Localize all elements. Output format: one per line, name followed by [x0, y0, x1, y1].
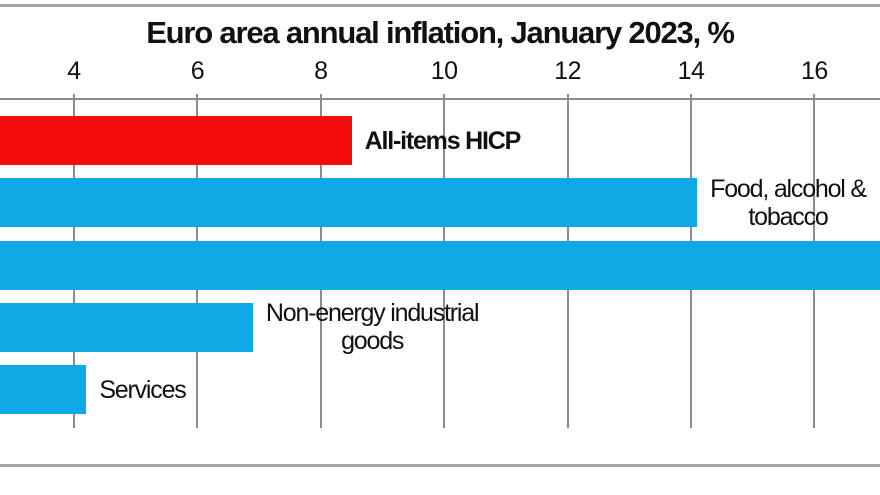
- x-tick-label: 6: [190, 57, 205, 85]
- bottom-border-line: [0, 464, 880, 467]
- x-tick-label: 8: [314, 57, 328, 85]
- axis-tick-mark: [443, 94, 446, 113]
- axis-tick-mark: [196, 94, 199, 113]
- bar-label-line: All-items HICP: [364, 126, 522, 155]
- axis-tick-mark: [566, 94, 569, 113]
- axis-tick-mark: [690, 94, 692, 113]
- bar-unlabeled-cropped-bar: [0, 240, 880, 290]
- axis-tick-mark: [813, 94, 816, 113]
- bar-label-line: tobacco: [748, 202, 828, 231]
- chart-title: Euro area annual inflation, January 2023…: [146, 15, 735, 50]
- top-border-line: [0, 4, 880, 7]
- bar-label-line: Non-energy industrial: [265, 299, 480, 328]
- bar-non-energy-industrial-goods: [0, 302, 253, 352]
- x-tick-label: 4: [67, 57, 81, 85]
- bar-label-line: Food, alcohol &: [710, 174, 867, 203]
- bar-label-all-items-hicp: All-items HICP: [364, 126, 522, 155]
- x-tick-label: 14: [677, 57, 705, 85]
- bar-label-line: Services: [99, 375, 186, 404]
- x-axis-line: [0, 98, 880, 100]
- bar-label-line: goods: [341, 327, 404, 356]
- bar-services: [0, 365, 87, 414]
- bar-all-items-hicp: [0, 116, 352, 165]
- x-tick-label: 12: [554, 57, 581, 85]
- axis-tick-mark: [319, 94, 322, 113]
- axis-tick-mark: [73, 94, 75, 113]
- bar-food-alcohol-tobacco: [0, 178, 698, 228]
- bar-label-services: Services: [99, 375, 186, 404]
- x-tick-label: 10: [430, 57, 458, 85]
- x-tick-label: 16: [800, 57, 828, 85]
- bar-label-non-energy-industrial-goods: Non-energy industrial goods: [265, 299, 480, 356]
- bar-label-food-alcohol-tobacco: Food, alcohol & tobacco: [710, 174, 867, 231]
